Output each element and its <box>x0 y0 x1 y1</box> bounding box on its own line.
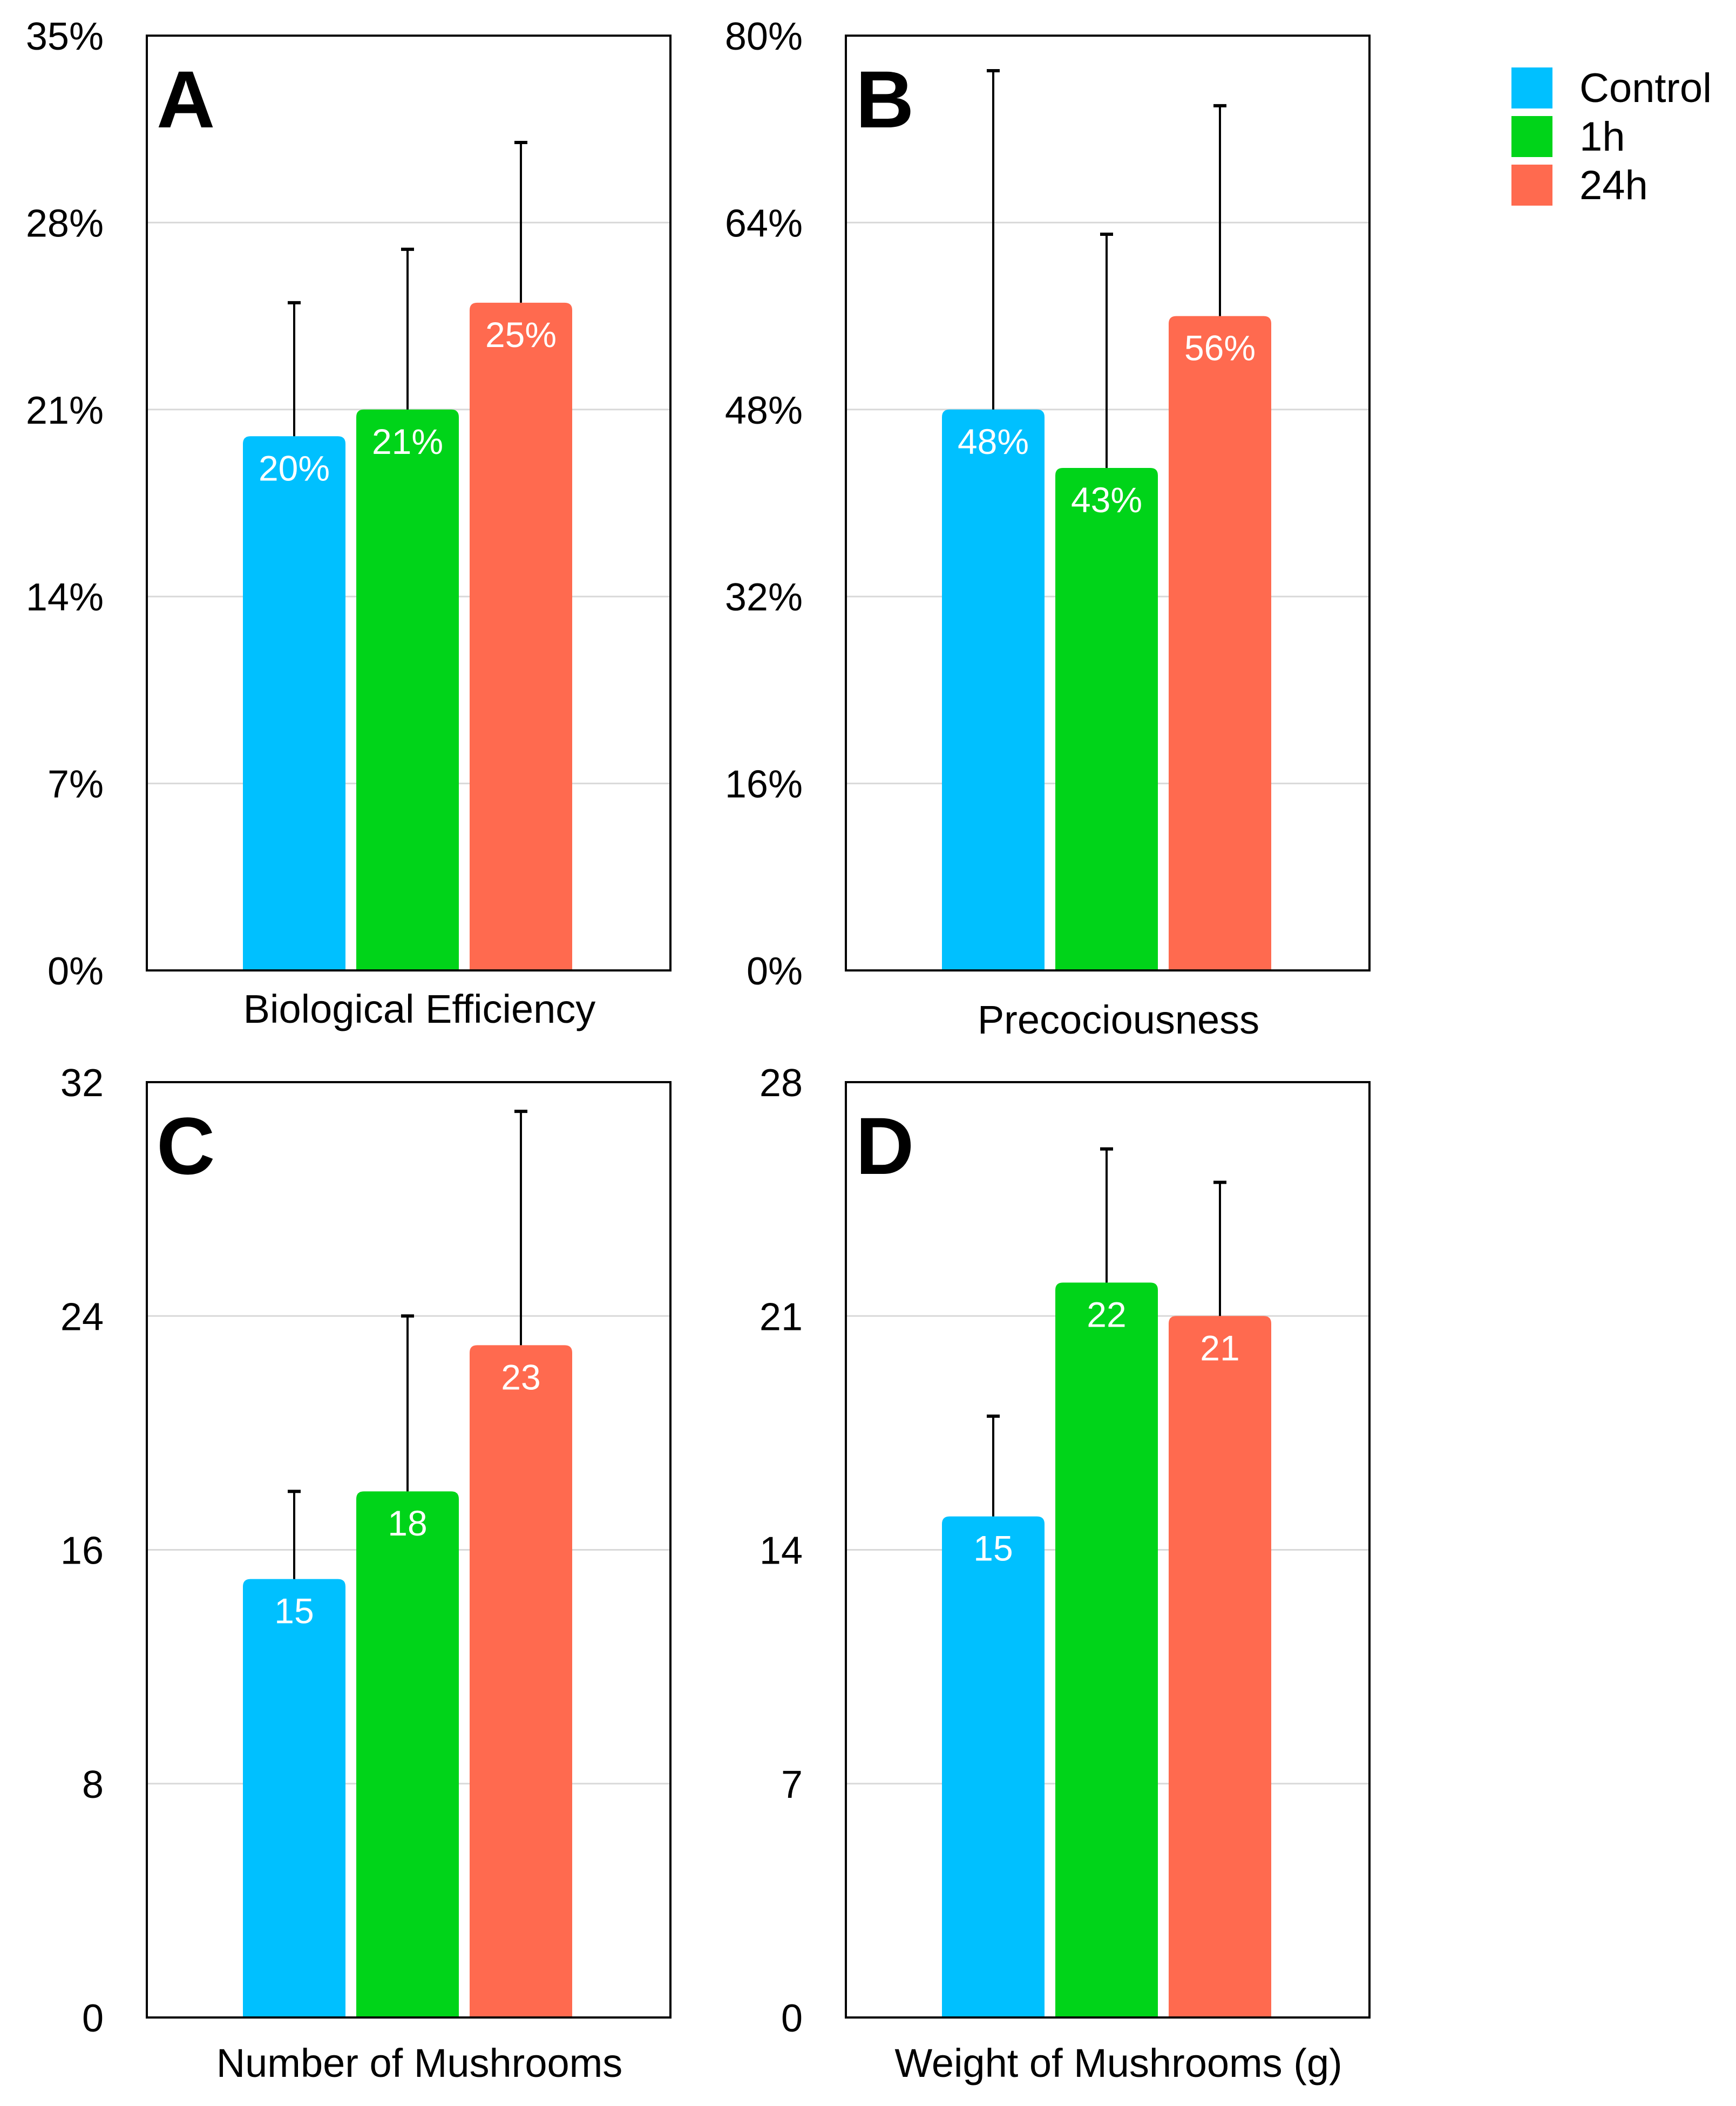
legend-swatch-control <box>1511 67 1552 108</box>
data-label: 56% <box>1184 328 1256 368</box>
bar-control <box>243 1579 345 2017</box>
bar-24h <box>470 302 572 970</box>
y-tick-label: 32 <box>60 1062 104 1105</box>
legend-swatch-24h <box>1511 165 1552 206</box>
data-label: 15 <box>973 1528 1013 1568</box>
legend-item-1h: 1h <box>1511 112 1712 161</box>
y-tick-label: 80% <box>725 15 803 58</box>
plot-frame <box>845 1081 1371 2019</box>
legend-label-1h: 1h <box>1579 113 1625 160</box>
legend-swatch-1h <box>1511 116 1552 157</box>
plot-frame <box>146 35 672 972</box>
y-tick-label: 0% <box>747 950 803 993</box>
y-tick-label: 0 <box>82 1997 104 2040</box>
y-tick-label: 7% <box>48 763 104 806</box>
panel-letter: C <box>157 1100 215 1191</box>
bar-control <box>942 409 1045 970</box>
data-label: 18 <box>388 1503 427 1543</box>
legend-label-control: Control <box>1579 65 1712 111</box>
y-tick-label: 21% <box>26 389 104 432</box>
data-label: 20% <box>259 448 330 488</box>
chart-panel-c: 0 8 16 24 32 15 18 23 C Number of Mushrooms <box>60 1062 672 2085</box>
y-tick-label: 14 <box>760 1530 803 1573</box>
data-label: 43% <box>1071 480 1142 520</box>
x-axis-label: Precociousness <box>978 997 1259 1042</box>
y-tick-label: 35% <box>26 15 104 58</box>
data-label: 21 <box>1200 1328 1239 1368</box>
y-tick-label: 32% <box>725 576 803 619</box>
bar-24h <box>470 1345 572 2017</box>
data-label: 23 <box>501 1357 540 1397</box>
legend-label-24h: 24h <box>1579 162 1648 208</box>
panel-letter: B <box>856 54 914 145</box>
y-tick-label: 8 <box>82 1763 104 1806</box>
y-tick-label: 64% <box>725 202 803 245</box>
panel-letter: D <box>856 1100 914 1191</box>
panel-letter: A <box>157 54 215 145</box>
bar-1h <box>1055 1282 1158 2017</box>
chart-panel-a: 0% 7% 14% 21% 28% 35% 20% 21% 25% A Biological Eff… <box>26 15 672 1031</box>
bar-control <box>942 1516 1045 2017</box>
y-tick-label: 7 <box>781 1763 803 1806</box>
y-tick-label: 48% <box>725 389 803 432</box>
legend-item-control: Control <box>1511 64 1712 112</box>
y-tick-label: 16 <box>60 1530 104 1573</box>
y-tick-label: 28% <box>26 202 104 245</box>
bar-1h <box>356 409 459 970</box>
y-tick-label: 0 <box>781 1997 803 2040</box>
legend: Control 1h 24h <box>1511 64 1712 209</box>
x-axis-label: Weight of Mushrooms (g) <box>894 2041 1342 2085</box>
y-tick-label: 24 <box>60 1295 104 1339</box>
bar-24h <box>1169 1316 1271 2017</box>
bar-24h <box>1169 316 1271 970</box>
data-label: 15 <box>274 1591 314 1631</box>
x-axis-label: Biological Efficiency <box>243 987 596 1031</box>
plot-frame <box>845 35 1371 972</box>
data-label: 22 <box>1087 1294 1126 1334</box>
chart-panel-d: 0 7 14 21 28 15 22 21 D Weight of Mushrooms (g) <box>760 1062 1371 2085</box>
plot-frame <box>146 1081 672 2019</box>
y-tick-label: 16% <box>725 763 803 806</box>
y-tick-label: 28 <box>760 1062 803 1105</box>
bar-1h <box>356 1491 459 2017</box>
data-label: 48% <box>958 422 1029 461</box>
data-label: 25% <box>485 315 557 355</box>
y-tick-label: 14% <box>26 576 104 619</box>
bar-control <box>243 436 345 970</box>
chart-panel-b: 0% 16% 32% 48% 64% 80% 48% 43% 56% B Precociousnes… <box>725 15 1371 1042</box>
legend-item-24h: 24h <box>1511 161 1712 209</box>
data-label: 21% <box>372 422 443 461</box>
y-tick-label: 21 <box>760 1295 803 1339</box>
y-tick-label: 0% <box>48 950 104 993</box>
x-axis-label: Number of Mushrooms <box>216 2041 623 2085</box>
bar-1h <box>1055 468 1158 970</box>
